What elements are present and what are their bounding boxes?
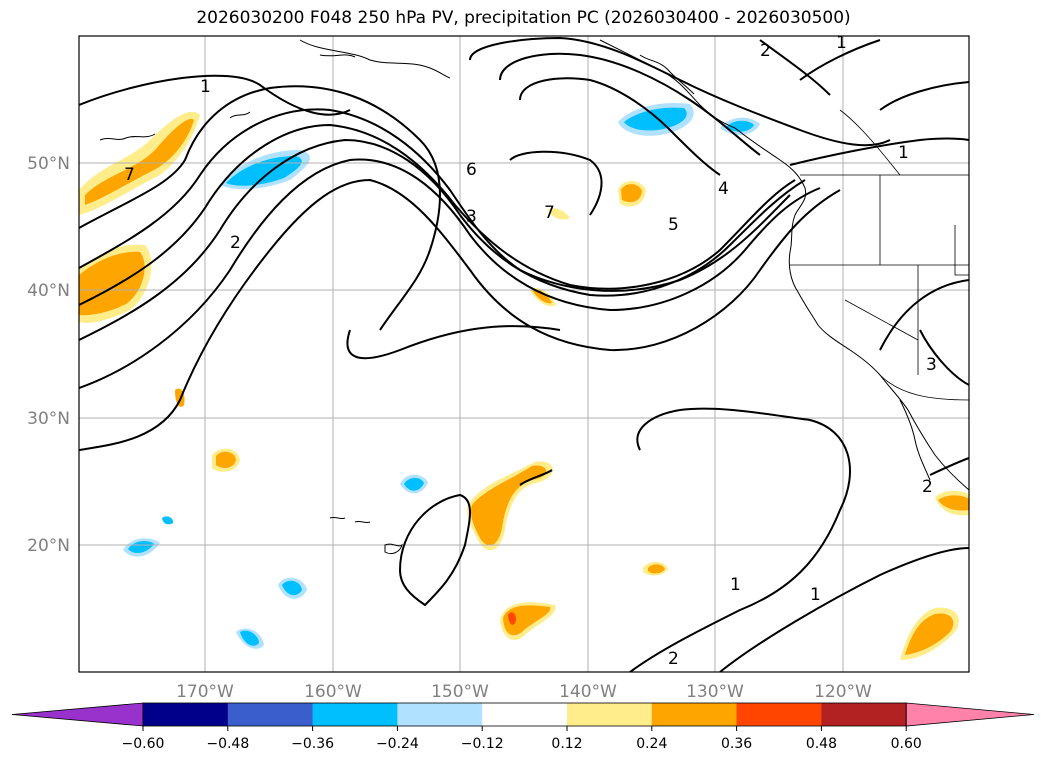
- colorbar-tick-label: 0.12: [551, 736, 582, 752]
- colorbar-frame: [142, 702, 907, 727]
- lon-label: 130°W: [686, 682, 744, 702]
- contour-label: 3: [926, 355, 937, 375]
- colorbar-extend-high: [905, 702, 1035, 727]
- contour-label: 1: [730, 575, 741, 595]
- lon-label: 160°W: [304, 682, 362, 702]
- colorbar-tick-label: −0.24: [376, 736, 419, 752]
- contour-label: 1: [898, 143, 909, 163]
- political-borders: [790, 109, 969, 401]
- contour-label: 5: [668, 215, 679, 235]
- precip-negative-area: [624, 107, 687, 131]
- pv-contours: [79, 36, 969, 672]
- contour-label: 2: [760, 41, 771, 61]
- contour-label: 7: [544, 203, 555, 223]
- precip-negative-area: [404, 477, 424, 491]
- lat-label: 40°N: [27, 281, 70, 301]
- colorbar-cell: [143, 703, 229, 726]
- contour-label: 2: [230, 233, 241, 253]
- precip-negative-area: [240, 630, 259, 646]
- colorbar-tick-label: 0.24: [636, 736, 667, 752]
- longitude-labels: 170°W 160°W 150°W 140°W 130°W 120°W: [176, 682, 872, 702]
- colorbar-tick-label: −0.60: [122, 736, 165, 752]
- colorbar-cell: [227, 703, 314, 726]
- contour-label: 4: [718, 179, 729, 199]
- colorbar-cell: [736, 703, 822, 726]
- colorbar-tick-label: 0.60: [891, 736, 922, 752]
- colorbar-tick-label: 0.36: [721, 736, 752, 752]
- map-frame: [78, 35, 970, 673]
- colorbar-ticks: −0.60 −0.48 −0.36 −0.24 −0.12 0.12 0.24 0.36 0.4…: [122, 726, 922, 752]
- precip-positive-area: [508, 612, 516, 625]
- contour-label: 6: [466, 160, 477, 180]
- contour-label: 2: [922, 477, 933, 497]
- contour-label: 7: [124, 165, 135, 185]
- map-title: 2026030200 F048 250 hPa PV, precipitatio…: [196, 8, 851, 28]
- lon-label: 150°W: [431, 682, 489, 702]
- precip-positive-area: [503, 605, 551, 636]
- precip-positive-area: [532, 289, 552, 304]
- precip-positive-area: [85, 119, 194, 205]
- precip-positive-area: [938, 495, 969, 511]
- colorbar-tick-label: −0.36: [291, 736, 334, 752]
- latitude-labels: 50°N 40°N 30°N 20°N: [27, 154, 70, 556]
- colorbar-extend-low: [11, 702, 144, 727]
- lat-label: 50°N: [27, 154, 70, 174]
- map-background: [79, 36, 969, 672]
- contour-label: 2: [668, 649, 679, 669]
- lon-label: 120°W: [814, 682, 872, 702]
- colorbar-cell: [821, 703, 907, 726]
- contour-label: 1: [200, 77, 211, 97]
- precip-negative-area: [162, 516, 174, 525]
- lat-label: 30°N: [27, 409, 70, 429]
- precip-positive-area: [905, 613, 954, 655]
- colorbar-cell: [482, 703, 568, 726]
- map-panel: 1 2 2 3 4 5 6 7 7 1 1 1 1 2 2 3: [78, 33, 970, 673]
- colorbar: −0.60 −0.48 −0.36 −0.24 −0.12 0.12 0.24 0.36 0.4…: [11, 702, 1035, 752]
- precip-positive-area: [79, 251, 145, 316]
- colorbar-tick-label: −0.12: [461, 736, 504, 752]
- precip-negative-area: [282, 580, 302, 596]
- colorbar-cell: [651, 703, 738, 726]
- lon-label: 140°W: [559, 682, 617, 702]
- colorbar-cell: [567, 703, 653, 726]
- precip-negative-area: [128, 541, 154, 554]
- precip-positive-area: [621, 184, 642, 203]
- contour-label: 1: [836, 33, 847, 53]
- precipitation-shading: [79, 102, 969, 660]
- precip-negative-area: [726, 120, 754, 132]
- contour-label: 1: [810, 585, 821, 605]
- colorbar-cells: [11, 702, 1035, 727]
- precip-positive-area: [548, 208, 570, 220]
- colorbar-cell: [312, 703, 398, 726]
- colorbar-tick-label: 0.48: [806, 736, 837, 752]
- contour-labels: 1 2 2 3 4 5 6 7 7 1 1 1 1 2 2 3: [124, 33, 937, 669]
- colorbar-tick-label: −0.48: [206, 736, 249, 752]
- colorbar-cell: [397, 703, 483, 726]
- contour-label: 3: [466, 207, 477, 227]
- precip-positive-area: [216, 451, 236, 468]
- lon-label: 170°W: [176, 682, 234, 702]
- precip-positive-area: [470, 465, 547, 546]
- precip-positive-area: [648, 564, 665, 574]
- lat-label: 20°N: [27, 536, 70, 556]
